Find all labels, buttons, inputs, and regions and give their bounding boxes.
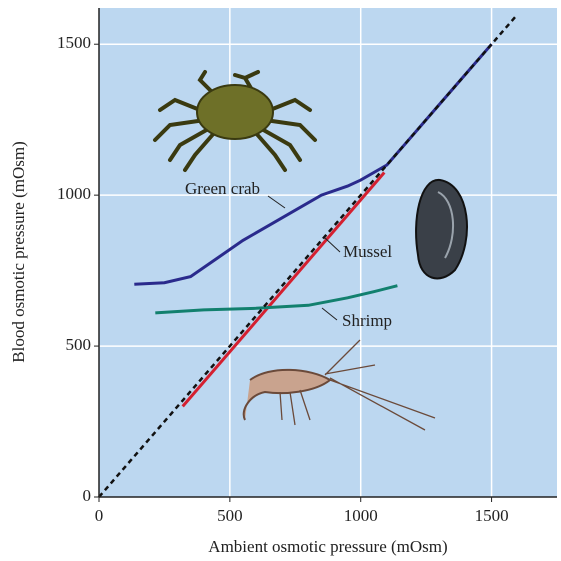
y-tick-label: 1000 [57, 184, 91, 203]
series-line [155, 284, 398, 315]
shrimp-illustration [242, 339, 436, 431]
reference-line [98, 16, 517, 498]
x-tick-label: 1000 [344, 506, 378, 525]
label-leader [267, 195, 286, 209]
y-tick-label: 0 [83, 486, 92, 505]
y-tick-label: 1500 [57, 33, 91, 52]
x-axis-label: Ambient osmotic pressure (mOsm) [208, 537, 447, 556]
y-tick-label: 500 [66, 335, 92, 354]
label-leader [321, 307, 338, 321]
grid [99, 8, 557, 497]
marks [98, 16, 517, 498]
label-leader [324, 237, 341, 253]
plot-area [99, 8, 557, 497]
series-line [181, 171, 386, 408]
mussel-illustration [415, 178, 468, 280]
x-tick-label: 500 [217, 506, 243, 525]
crab-illustration [153, 70, 317, 172]
series-label: Mussel [343, 242, 392, 261]
x-tick-label: 0 [95, 506, 104, 525]
series-label: Green crab [185, 179, 260, 198]
y-axis-label: Blood osmotic pressure (mOsm) [9, 141, 28, 362]
series-label: Shrimp [342, 311, 392, 330]
x-tick-label: 1500 [475, 506, 509, 525]
